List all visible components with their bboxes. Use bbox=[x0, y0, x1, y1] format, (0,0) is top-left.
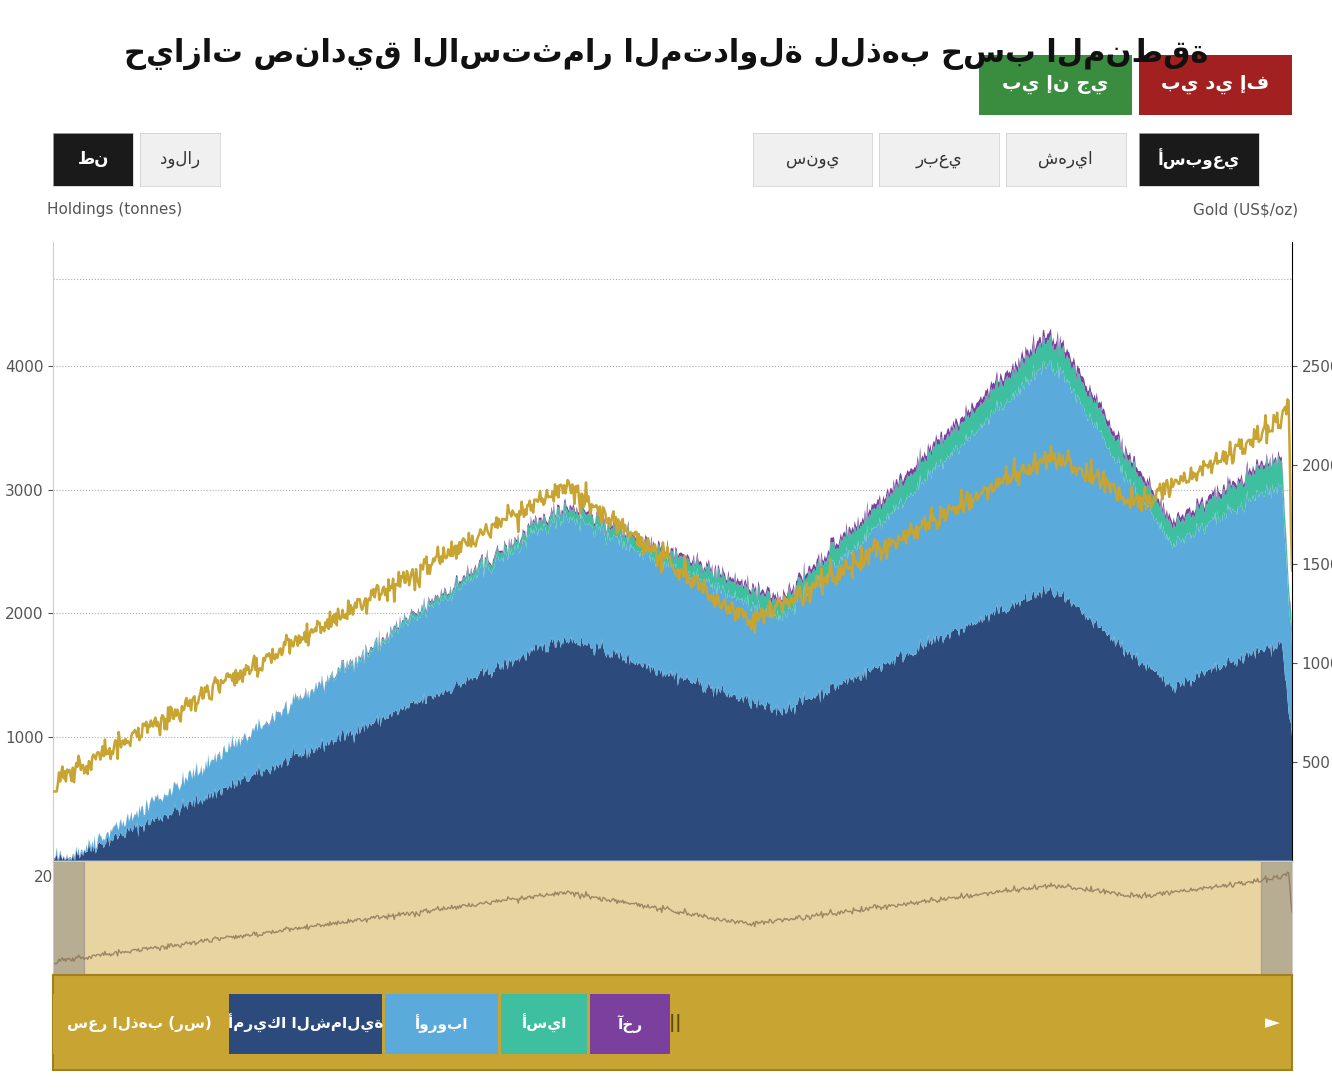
Text: آخر: آخر bbox=[618, 1014, 642, 1033]
Text: حيازات صناديق الاستثمار المتداولة للذهب حسب المنطقة: حيازات صناديق الاستثمار المتداولة للذهب … bbox=[124, 38, 1208, 70]
Text: بي إن جي: بي إن جي bbox=[1003, 75, 1108, 94]
Text: Gold (US$/oz): Gold (US$/oz) bbox=[1193, 202, 1299, 217]
Text: دولار: دولار bbox=[160, 151, 200, 168]
Text: بي دي إف: بي دي إف bbox=[1162, 75, 1269, 94]
Text: سعر الذهب (رس): سعر الذهب (رس) bbox=[68, 1016, 212, 1032]
Text: شهريا: شهريا bbox=[1038, 151, 1094, 168]
Text: سنوي: سنوي bbox=[786, 151, 839, 168]
Text: أسيا: أسيا bbox=[521, 1014, 567, 1033]
Text: |||: ||| bbox=[663, 1013, 682, 1032]
Text: طن: طن bbox=[77, 151, 109, 168]
Text: ربعي: ربعي bbox=[915, 151, 963, 168]
Text: أمريكا الشمالية: أمريكا الشمالية bbox=[228, 1014, 384, 1033]
Bar bbox=[1261, 860, 1292, 975]
Text: أوروبا: أوروبا bbox=[414, 1014, 469, 1033]
Text: ◄: ◄ bbox=[65, 1013, 81, 1032]
Bar bbox=[53, 860, 84, 975]
Text: Holdings (tonnes): Holdings (tonnes) bbox=[47, 202, 182, 217]
Text: أسبوعي: أسبوعي bbox=[1158, 149, 1240, 170]
Text: ►: ► bbox=[1264, 1013, 1280, 1032]
